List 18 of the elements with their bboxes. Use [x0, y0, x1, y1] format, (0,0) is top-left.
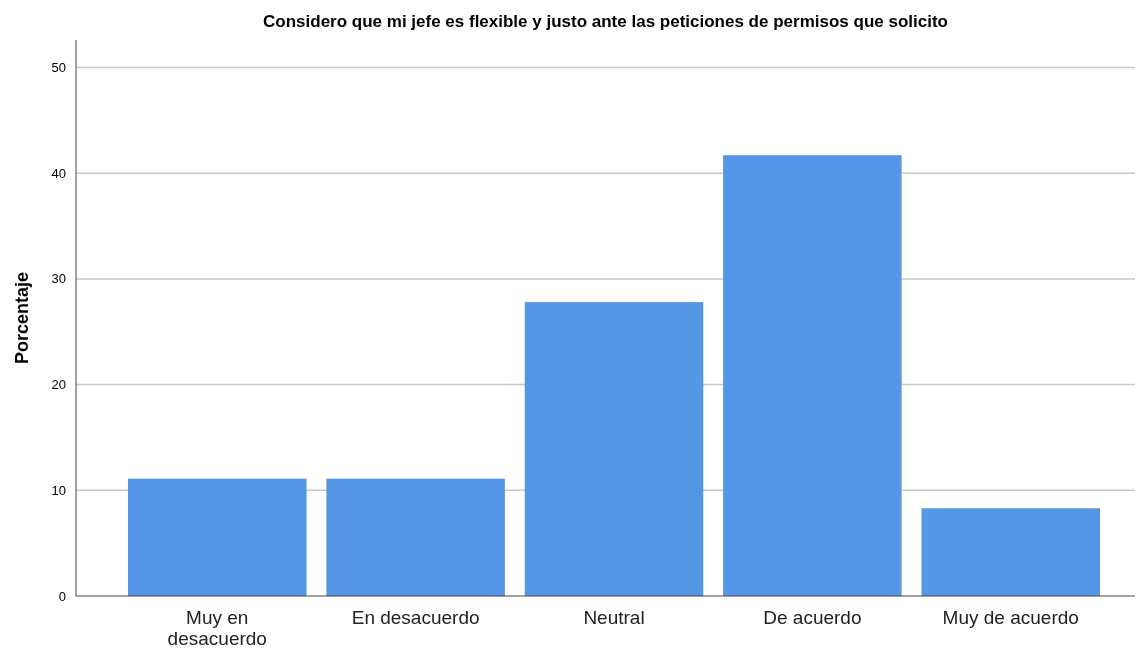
bar — [723, 155, 902, 596]
x-tick-label: Muy de acuerdo — [942, 607, 1079, 628]
y-tick-label: 10 — [51, 482, 66, 498]
x-tick-label: Neutral — [583, 607, 645, 628]
bar — [326, 478, 505, 596]
bar — [524, 302, 704, 596]
y-tick-label: 20 — [51, 377, 66, 393]
bar — [921, 508, 1100, 596]
x-tick-label: En desacuerdo — [351, 607, 480, 628]
x-tick-label: Muy en desacuerdo — [167, 607, 267, 649]
y-axis-title: Porcentaje — [12, 271, 32, 365]
y-tick-label: 40 — [51, 165, 66, 181]
x-tick-label: De acuerdo — [763, 607, 862, 628]
bar — [128, 478, 307, 596]
y-tick-label: 50 — [51, 60, 66, 76]
chart-title: Considero que mi jefe es flexible y justo ante las peticiones de permisos que solicito — [263, 12, 948, 31]
y-tick-label: 0 — [58, 588, 66, 604]
y-tick-label: 30 — [51, 271, 66, 287]
